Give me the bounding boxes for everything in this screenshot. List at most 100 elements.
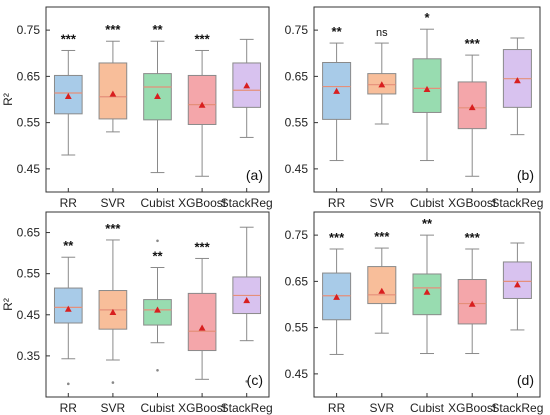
significance-label: ***	[329, 230, 345, 245]
outlier-point	[156, 239, 159, 243]
significance-label: **	[63, 238, 74, 253]
significance-label: ns	[376, 27, 388, 39]
y-tick-label: 0.55	[285, 116, 309, 130]
box-cubist: Cubist **	[140, 22, 175, 210]
y-tick-label: 0.35	[17, 349, 41, 363]
mean-marker	[423, 288, 431, 295]
box-xgboost: XGBoost ***	[178, 31, 227, 210]
x-tick-label: Cubist	[410, 196, 445, 210]
mean-marker	[243, 296, 251, 304]
significance-label: **	[152, 249, 163, 264]
mean-marker	[514, 281, 521, 288]
mean-marker	[468, 300, 476, 307]
outlier-point	[245, 380, 248, 383]
box-xgboost: XGBoost ***	[178, 239, 227, 415]
x-tick-label: XGBoost	[448, 401, 497, 415]
panel-label: (d)	[517, 372, 534, 388]
panel-1: 0.45 0.55 0.65 0.75 R² RR *** SVR *** Cubist ** XGB…	[1, 6, 273, 210]
mean-marker	[64, 305, 72, 312]
y-tick-label: 0.55	[285, 321, 309, 335]
box-stackreg: StackReg	[491, 37, 543, 210]
significance-label: ***	[61, 31, 77, 46]
panel-label: (a)	[246, 167, 263, 183]
box-svr: SVR ns	[367, 27, 397, 210]
mean-marker	[333, 293, 340, 300]
mean-marker	[378, 81, 386, 88]
box-svr: SVR ***	[98, 22, 128, 210]
y-tick-label: 0.45	[17, 308, 41, 322]
panel-4: 0.45 0.55 0.65 0.75 RR *** SVR *** Cubist ** XGBoo…	[285, 211, 543, 415]
x-tick-label: Cubist	[410, 401, 445, 415]
panel-2: 0.45 0.55 0.65 0.75 RR ** SVR ns Cubist * XGBoost *…	[285, 6, 543, 210]
box-stackreg: StackReg	[221, 226, 273, 415]
y-axis-label: R²	[1, 93, 15, 106]
iqr-box	[187, 292, 217, 352]
iqr-box	[412, 58, 442, 113]
panel-label: (c)	[247, 372, 263, 388]
y-tick-label: 0.45	[285, 367, 309, 381]
x-tick-label: Cubist	[140, 401, 175, 415]
y-tick-label: 0.75	[285, 228, 309, 242]
y-tick-label: 0.55	[17, 267, 41, 281]
x-tick-label: Cubist	[140, 196, 175, 210]
mean-marker	[109, 90, 117, 97]
mean-marker	[243, 82, 251, 89]
significance-label: ***	[105, 22, 121, 37]
y-tick-label: 0.65	[285, 274, 309, 288]
significance-label: *	[424, 10, 430, 25]
box-rr: RR **	[53, 238, 83, 415]
x-tick-label: SVR	[101, 196, 126, 210]
mean-marker	[154, 306, 161, 313]
outlier-point	[67, 382, 70, 386]
x-tick-label: RR	[328, 401, 346, 415]
significance-label: ***	[105, 221, 121, 236]
box-rr: RR **	[322, 24, 352, 210]
x-tick-label: SVR	[369, 401, 394, 415]
mean-marker	[514, 77, 521, 84]
y-axis-label: R²	[1, 298, 15, 311]
box-svr: SVR ***	[98, 221, 128, 415]
iqr-box	[187, 74, 217, 125]
box-stackreg: StackReg	[491, 242, 543, 415]
x-tick-label: StackReg	[221, 401, 273, 415]
x-tick-label: XGBoost	[178, 196, 227, 210]
y-tick-label: 0.75	[17, 23, 41, 37]
mean-marker	[468, 103, 476, 111]
significance-label: **	[332, 24, 343, 39]
x-tick-label: StackReg	[221, 196, 273, 210]
panel-label: (b)	[517, 167, 534, 183]
significance-label: ***	[195, 239, 211, 254]
y-tick-label: 0.65	[285, 69, 309, 83]
x-tick-label: XGBoost	[178, 401, 227, 415]
mean-marker	[198, 101, 206, 108]
x-tick-label: SVR	[369, 196, 394, 210]
significance-label: **	[152, 22, 163, 37]
mean-marker	[154, 92, 161, 99]
box-svr: SVR ***	[367, 229, 397, 415]
significance-label: ***	[195, 31, 211, 46]
box-rr: RR ***	[53, 31, 83, 210]
mean-marker	[378, 287, 386, 294]
x-tick-label: RR	[60, 196, 78, 210]
box-cubist: Cubist **	[410, 216, 445, 415]
x-tick-label: RR	[60, 401, 78, 415]
outlier-point	[111, 381, 115, 384]
mean-marker	[333, 87, 340, 94]
x-tick-label: SVR	[101, 401, 126, 415]
box-xgboost: XGBoost ***	[448, 36, 497, 210]
outlier-point	[156, 368, 159, 372]
y-tick-label: 0.75	[285, 23, 309, 37]
significance-label: ***	[465, 36, 481, 51]
box-xgboost: XGBoost ***	[448, 230, 497, 415]
mean-marker	[109, 308, 117, 316]
y-tick-label: 0.55	[17, 116, 41, 130]
x-tick-label: StackReg	[491, 196, 543, 210]
iqr-box	[367, 266, 397, 305]
mean-marker	[198, 324, 206, 331]
box-stackreg: StackReg	[221, 38, 273, 210]
box-cubist: Cubist **	[140, 239, 175, 415]
iqr-box	[53, 287, 83, 324]
y-tick-label: 0.65	[17, 226, 41, 240]
